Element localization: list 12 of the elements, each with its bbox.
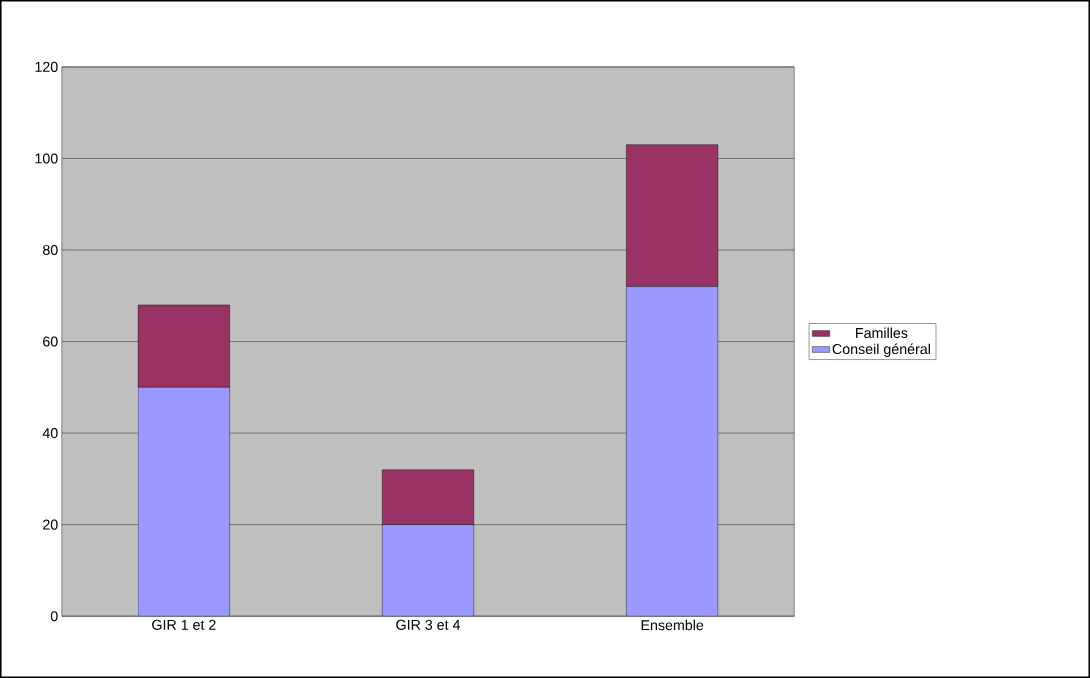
x-tick-label: Ensemble — [641, 619, 704, 631]
y-tick-label: 120 — [35, 61, 58, 72]
y-tick-label: 40 — [42, 428, 58, 439]
y-tick-label: 80 — [42, 244, 58, 256]
x-tick-label: GIR 1 et 2 — [152, 619, 216, 630]
x-tick-label: GIR 3 et 4 — [396, 619, 461, 630]
y-tick-label: 20 — [43, 519, 58, 530]
legend-label: Conseil général — [832, 343, 930, 357]
y-tick-label: 100 — [35, 153, 58, 164]
y-tick-label: 60 — [43, 336, 58, 347]
y-tick-label: 0 — [50, 611, 58, 622]
legend-label: Familles — [856, 327, 908, 339]
